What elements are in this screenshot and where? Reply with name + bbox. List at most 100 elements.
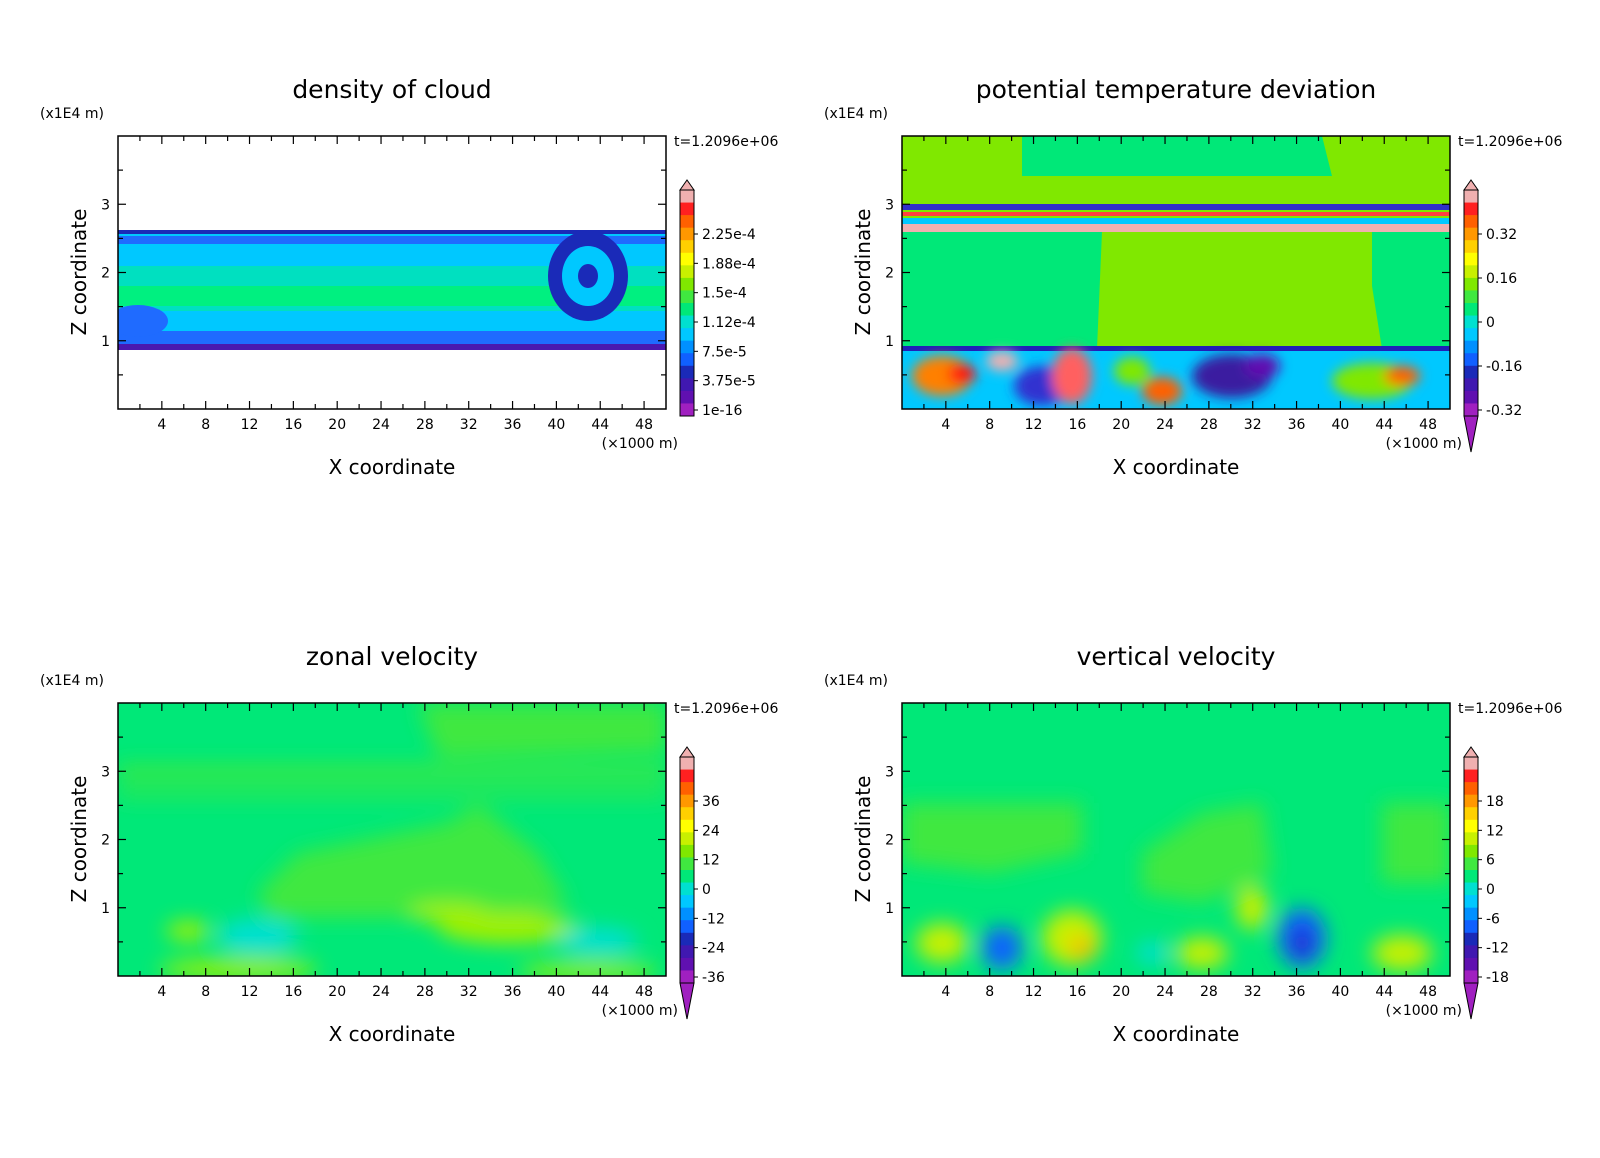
colorbar-band bbox=[1464, 240, 1478, 254]
colorbar: 36 24 12 0 -12 -24 -36 bbox=[679, 746, 725, 1020]
y-unit-label: (x1E4 m) bbox=[40, 673, 104, 689]
x-tick-label: 44 bbox=[1375, 417, 1393, 433]
colorbar-max-arrow bbox=[679, 746, 695, 758]
y-tick-label: 2 bbox=[101, 833, 110, 849]
x-tick-label: 40 bbox=[1331, 417, 1349, 433]
colorbar-band bbox=[680, 895, 694, 909]
colorbar-label: -0.16 bbox=[1486, 359, 1522, 375]
y-axis-label: Z coordinate bbox=[851, 209, 875, 336]
colorbar-band bbox=[680, 844, 694, 858]
x-tick-label: 24 bbox=[1156, 984, 1174, 1000]
colorbar-band bbox=[1464, 277, 1478, 291]
x-tick-label: 24 bbox=[372, 984, 390, 1000]
x-tick-label: 44 bbox=[591, 984, 609, 1000]
colorbar-band bbox=[680, 202, 694, 216]
x-tick-label: 40 bbox=[547, 984, 565, 1000]
x-tick-label: 20 bbox=[328, 417, 346, 433]
colorbar-band bbox=[680, 215, 694, 229]
y-axis: 1 2 3 bbox=[101, 736, 666, 943]
colorbar-label: -0.32 bbox=[1486, 403, 1522, 419]
colorbar-band bbox=[1464, 970, 1478, 984]
chart-title: density of cloud bbox=[292, 75, 491, 104]
plot-field bbox=[118, 703, 666, 976]
colorbar-label: 6 bbox=[1486, 853, 1495, 869]
colorbar-band bbox=[1464, 202, 1478, 216]
y-tick-label: 1 bbox=[101, 334, 110, 350]
colorbar-label: 1.88e-4 bbox=[702, 256, 756, 272]
colorbar-band bbox=[680, 378, 694, 392]
colorbar-label: 2.25e-4 bbox=[702, 227, 756, 243]
plot-field bbox=[902, 703, 1450, 976]
colorbar-band bbox=[1464, 907, 1478, 921]
x-tick-label: 48 bbox=[635, 984, 653, 1000]
x-tick-label: 40 bbox=[1331, 984, 1349, 1000]
x-tick-label: 28 bbox=[416, 417, 434, 433]
colorbar-band bbox=[680, 277, 694, 291]
y-unit-label: (x1E4 m) bbox=[40, 106, 104, 122]
y-tick-label: 2 bbox=[885, 266, 894, 282]
y-axis: 1 2 3 bbox=[101, 169, 666, 376]
x-unit-label: (×1000 m) bbox=[1386, 1003, 1462, 1019]
panel-vertical-velocity: vertical velocity (x1E4 m) t=1.2096e+06 bbox=[824, 642, 1562, 1046]
colorbar-band bbox=[1464, 932, 1478, 946]
y-unit-label: (x1E4 m) bbox=[824, 106, 888, 122]
colorbar-band bbox=[1464, 315, 1478, 329]
x-axis-label: X coordinate bbox=[329, 455, 456, 479]
colorbar-max-arrow bbox=[1463, 179, 1479, 191]
x-tick-label: 8 bbox=[985, 417, 994, 433]
x-tick-label: 12 bbox=[1025, 417, 1043, 433]
colorbar-min-arrow bbox=[1463, 415, 1479, 453]
x-unit-label: (×1000 m) bbox=[1386, 436, 1462, 452]
colorbar: 18 12 6 0 -6 -12 -18 bbox=[1463, 746, 1509, 1020]
colorbar-band bbox=[680, 353, 694, 367]
x-tick-label: 44 bbox=[591, 417, 609, 433]
chart-title: vertical velocity bbox=[1077, 642, 1276, 671]
colorbar-band bbox=[680, 819, 694, 833]
x-unit-label: (×1000 m) bbox=[602, 1003, 678, 1019]
colorbar-band bbox=[680, 290, 694, 304]
chart-title: zonal velocity bbox=[306, 642, 478, 671]
x-tick-label: 28 bbox=[1200, 417, 1218, 433]
colorbar-band bbox=[1464, 920, 1478, 934]
colorbar-label: -12 bbox=[702, 911, 725, 927]
colorbar-label: 18 bbox=[1486, 794, 1504, 810]
x-tick-label: 40 bbox=[547, 417, 565, 433]
colorbar-band bbox=[1464, 794, 1478, 808]
time-label: t=1.2096e+06 bbox=[674, 134, 778, 150]
colorbar-band bbox=[1464, 945, 1478, 959]
x-tick-label: 44 bbox=[1375, 984, 1393, 1000]
colorbar-label: 0 bbox=[702, 882, 711, 898]
colorbar-label: 0.32 bbox=[1486, 227, 1517, 243]
colorbar-band bbox=[1464, 757, 1478, 771]
y-tick-label: 2 bbox=[885, 833, 894, 849]
colorbar-band bbox=[680, 227, 694, 241]
x-axis: 4 8 12 16 20 24 28 32 36 40 44 48 bbox=[923, 703, 1437, 1000]
colorbar-band bbox=[680, 932, 694, 946]
colorbar-band bbox=[1464, 328, 1478, 342]
x-unit-label: (×1000 m) bbox=[602, 436, 678, 452]
colorbar-label: 0.16 bbox=[1486, 271, 1517, 287]
x-tick-label: 4 bbox=[941, 417, 950, 433]
x-tick-label: 4 bbox=[157, 417, 166, 433]
colorbar-band bbox=[1464, 265, 1478, 279]
x-tick-label: 16 bbox=[284, 984, 302, 1000]
colorbar-band bbox=[680, 832, 694, 846]
colorbar-band bbox=[1464, 252, 1478, 266]
chart-title: potential temperature deviation bbox=[976, 75, 1376, 104]
colorbar-label: 3.75e-5 bbox=[702, 374, 756, 390]
x-tick-label: 28 bbox=[416, 984, 434, 1000]
colorbar-band bbox=[1464, 769, 1478, 783]
colorbar-band bbox=[680, 365, 694, 379]
y-tick-label: 1 bbox=[101, 901, 110, 917]
x-tick-label: 36 bbox=[504, 417, 522, 433]
colorbar-label: 1e-16 bbox=[702, 403, 742, 419]
x-tick-label: 12 bbox=[241, 417, 259, 433]
x-tick-label: 16 bbox=[1068, 984, 1086, 1000]
x-tick-label: 28 bbox=[1200, 984, 1218, 1000]
x-tick-label: 48 bbox=[1419, 984, 1437, 1000]
time-label: t=1.2096e+06 bbox=[1458, 134, 1562, 150]
colorbar-min-arrow bbox=[679, 982, 695, 1020]
x-tick-label: 36 bbox=[504, 984, 522, 1000]
x-tick-label: 36 bbox=[1288, 417, 1306, 433]
